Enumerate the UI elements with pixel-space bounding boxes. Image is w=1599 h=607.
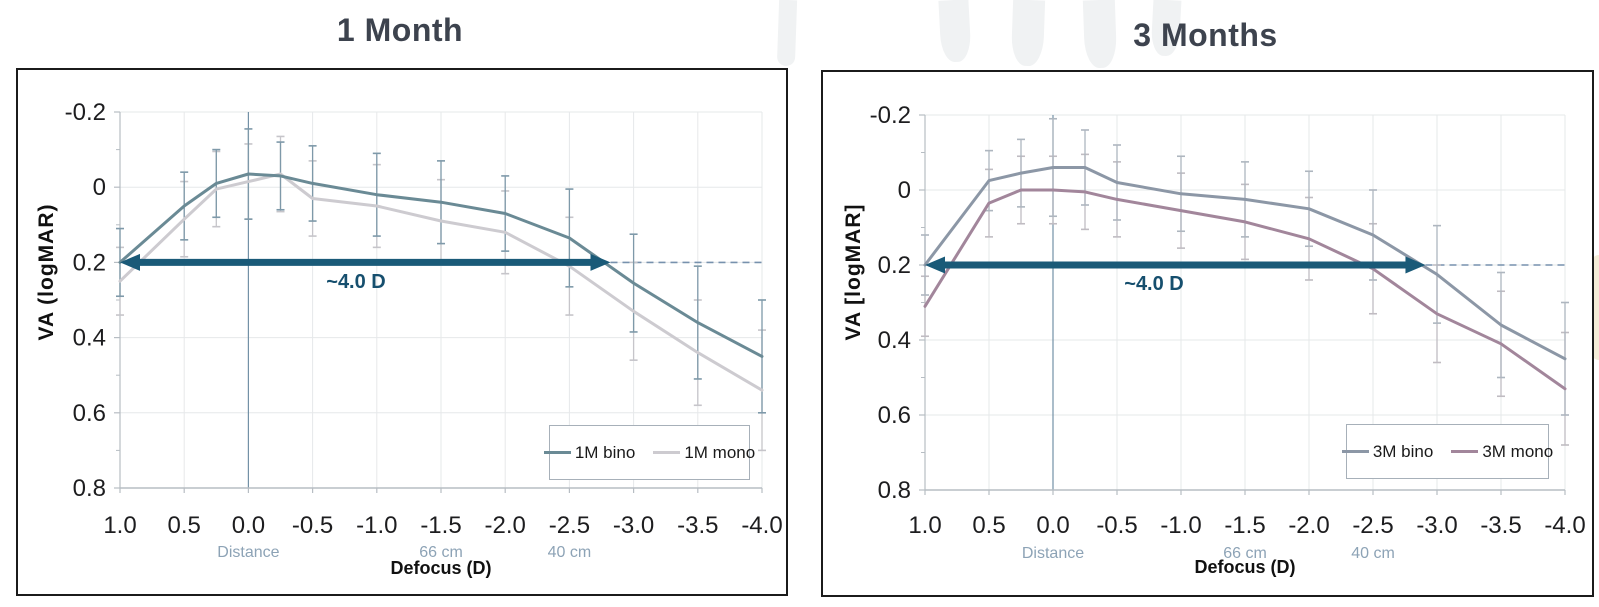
x-tick-label: -3.0 [1416, 512, 1457, 539]
x-tick-label: 0.5 [168, 512, 201, 539]
legend-label-bino: 1M bino [574, 442, 636, 462]
legend: 1M bino 1M mono [543, 425, 755, 480]
plot-area: -0.2 0 0.2 0.4 0.6 0.8 1.0 0.5 0.0 -0.5 -1.0 -1.5 -2… [870, 102, 1586, 562]
x-axis-title: Defocus (D) [1194, 557, 1296, 577]
x-tick-label: -4.0 [741, 512, 782, 539]
distance-label: 66 cm [1223, 545, 1267, 562]
x-tick-label: 0.0 [1036, 512, 1069, 539]
y-tick-label: 0.6 [878, 402, 911, 429]
x-tick-label: 1.0 [103, 512, 136, 539]
y-axis-title: VA [logMAR] [842, 203, 865, 341]
x-tick-label: -2.5 [549, 512, 590, 539]
dof-arrow-head-left [925, 256, 945, 274]
x-tick-label: -3.5 [677, 512, 718, 539]
x-tick-label: -1.5 [1224, 512, 1265, 539]
chart-title: 1 Month [336, 12, 464, 48]
x-tick-label: -3.5 [1480, 512, 1521, 539]
chart-frame: -0.2 0 0.2 0.4 0.6 0.8 1.0 0.5 0.0 -0.5 -1.0 -1.5 -2… [821, 70, 1594, 597]
series-line-3M-bino [923, 166, 1567, 361]
legend-label-mono: 3M mono [1482, 441, 1554, 461]
legend-label-bino: 3M bino [1372, 441, 1434, 461]
x-tick-label: -3.0 [613, 512, 654, 539]
depth-of-focus-annotation: ~4.0 D [326, 271, 386, 293]
y-tick-label: 0.4 [878, 327, 911, 354]
y-tick-label: 0.2 [878, 252, 911, 279]
dof-arrow-head-right [1405, 256, 1426, 274]
plot-area: -0.2 0 0.2 0.4 0.6 0.8 1.0 0.5 0.0 -0.5 -1.0 -1.5 -2… [65, 99, 783, 561]
x-tick-label: -0.5 [1096, 512, 1137, 539]
x-tick-label: 0.5 [972, 512, 1005, 539]
distance-label: 66 cm [419, 544, 463, 561]
y-tick-label: 0.4 [73, 325, 106, 352]
series-line-1M-mono [118, 172, 764, 392]
legend-swatch-bino [1341, 450, 1369, 453]
x-tick-label: 1.0 [908, 512, 941, 539]
series-line-3M-mono [923, 188, 1567, 391]
x-tick-label: -2.0 [1288, 512, 1329, 539]
y-tick-label: 0.6 [73, 400, 106, 427]
x-tick-label: -2.0 [485, 512, 526, 539]
x-tick-label: -1.0 [356, 512, 397, 539]
legend-entry-bino: 1M bino [543, 442, 636, 463]
y-tick-label: 0.8 [878, 477, 911, 504]
depth-of-focus-annotation: ~4.0 D [1124, 273, 1184, 295]
legend-swatch-mono [653, 451, 681, 454]
dof-arrow-head-left [120, 253, 140, 271]
x-tick-label: -4.0 [1544, 512, 1585, 539]
x-tick-label: -1.0 [1160, 512, 1201, 539]
chart-frame: -0.2 0 0.2 0.4 0.6 0.8 1.0 0.5 0.0 -0.5 -1.0 -1.5 -2… [16, 68, 788, 596]
x-tick-label: -0.5 [292, 512, 333, 539]
x-tick-label: -2.5 [1352, 512, 1393, 539]
x-tick-label: -1.5 [420, 512, 461, 539]
legend-swatch-bino [543, 451, 571, 454]
y-axis-title: VA (logMAR) [35, 203, 58, 341]
distance-label: 40 cm [548, 544, 592, 561]
y-tick-label: -0.2 [65, 99, 106, 126]
x-tick-label: 0.0 [232, 512, 265, 539]
y-tick-label: 0 [93, 174, 106, 201]
distance-label: Distance [217, 544, 279, 561]
legend-label-mono: 1M mono [684, 442, 756, 462]
legend-entry-mono: 1M mono [653, 443, 755, 463]
dof-arrow-head-right [590, 253, 611, 271]
legend: 3M bino 3M mono [1341, 424, 1553, 479]
series-line-1M-bino [118, 172, 764, 358]
distance-label: Distance [1022, 545, 1084, 562]
chart-title: 3 Months [1133, 17, 1278, 53]
legend-entry-bino: 3M bino [1341, 441, 1434, 462]
y-tick-label: 0 [898, 177, 911, 204]
legend-swatch-mono [1451, 450, 1479, 453]
x-axis-title: Defocus (D) [390, 558, 492, 578]
legend-entry-mono: 3M mono [1451, 442, 1553, 462]
y-tick-label: 0.8 [73, 475, 106, 502]
distance-label: 40 cm [1351, 545, 1395, 562]
y-tick-label: 0.2 [73, 249, 106, 276]
y-tick-label: -0.2 [870, 102, 911, 129]
